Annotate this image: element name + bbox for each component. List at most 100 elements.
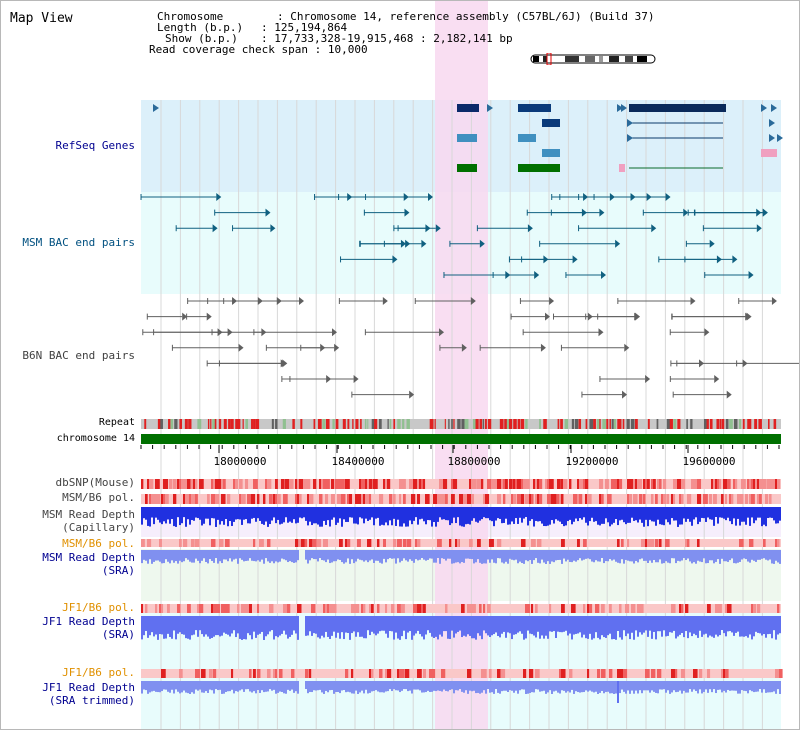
- depth-bar: [227, 507, 229, 527]
- heat-mark: [697, 539, 700, 547]
- repeat-mark: [656, 419, 659, 429]
- bac-pair-arrow: [665, 193, 671, 201]
- depth-bar: [441, 507, 443, 520]
- repeat-mark: [453, 419, 455, 429]
- depth-bar: [675, 507, 677, 521]
- bac-pair-arrow: [227, 328, 233, 337]
- depth-bar: [381, 507, 383, 525]
- depth-bar: [567, 681, 569, 692]
- heat-mark: [531, 539, 536, 547]
- depth-bar: [721, 681, 723, 693]
- depth-bar: [685, 507, 687, 522]
- depth-bar: [323, 507, 325, 521]
- heat-mark: [539, 479, 543, 489]
- heat-mark: [725, 669, 729, 678]
- heat-mark: [215, 479, 218, 489]
- heat-mark: [183, 479, 186, 489]
- depth-bar: [217, 550, 219, 564]
- depth-bar: [165, 616, 167, 639]
- depth-bar: [261, 507, 263, 524]
- depth-bar: [337, 550, 339, 560]
- depth-bar: [617, 616, 619, 631]
- depth-bar: [503, 681, 505, 691]
- depth-bar: [491, 550, 493, 560]
- depth-bar: [411, 550, 413, 561]
- depth-bar: [613, 507, 615, 523]
- depth-bar: [201, 616, 203, 635]
- depth-bar: [523, 507, 525, 519]
- depth-bar: [657, 681, 659, 694]
- chromosome-ideogram[interactable]: [529, 53, 659, 65]
- depth-bar: [339, 507, 341, 519]
- gene-block: [457, 104, 479, 112]
- repeat-mark: [754, 419, 758, 429]
- bac-pair-arrow: [404, 208, 410, 217]
- depth-bar: [343, 616, 345, 640]
- repeat-mark: [342, 419, 346, 429]
- heat-mark: [327, 604, 331, 613]
- depth-bar: [747, 507, 749, 518]
- depth-bar: [623, 681, 625, 692]
- heat-mark: [349, 494, 353, 504]
- depth-bar: [631, 616, 633, 633]
- depth-bar: [761, 507, 763, 527]
- repeat-mark: [749, 419, 752, 429]
- heat-mark: [497, 669, 501, 678]
- depth-bar: [225, 616, 227, 634]
- heat-mark: [273, 494, 277, 504]
- depth-bar: [159, 616, 161, 635]
- depth-bar: [663, 550, 665, 564]
- depth-bar: [249, 681, 251, 692]
- depth-bar: [263, 507, 265, 525]
- depth-bar: [735, 550, 737, 564]
- depth-bar: [423, 507, 425, 522]
- heat-mark: [441, 669, 445, 678]
- heat-mark: [301, 479, 304, 489]
- bac-pair-arrow: [651, 224, 657, 233]
- depth-bar: [347, 550, 349, 559]
- depth-bar: [615, 616, 617, 640]
- depth-bar: [779, 507, 781, 521]
- heat-mark: [589, 494, 592, 504]
- depth-bar: [157, 507, 159, 520]
- depth-bar: [459, 550, 461, 564]
- depth-bar: [339, 616, 341, 639]
- depth-bar: [327, 681, 329, 693]
- depth-bar: [391, 507, 393, 526]
- heat-mark: [577, 479, 581, 489]
- repeat-mark: [479, 419, 483, 429]
- depth-bar: [363, 507, 365, 524]
- depth-bar: [309, 550, 311, 561]
- heat-mark: [535, 479, 539, 489]
- depth-bar: [319, 681, 321, 690]
- heat-mark: [453, 479, 458, 489]
- heat-mark: [473, 479, 477, 489]
- depth-bar: [511, 507, 513, 522]
- repeat-mark: [300, 419, 303, 429]
- depth-bar: [545, 550, 547, 564]
- depth-bar: [595, 550, 597, 561]
- depth-bar: [395, 507, 397, 526]
- depth-bar: [157, 550, 159, 561]
- repeat-mark: [758, 419, 762, 429]
- depth-bar: [217, 616, 219, 636]
- repeat-mark: [393, 419, 396, 429]
- depth-bar: [755, 507, 757, 521]
- depth-bar: [525, 507, 527, 518]
- heat-mark: [479, 604, 482, 613]
- repeat-mark: [686, 419, 688, 429]
- depth-bar: [703, 681, 705, 692]
- depth-bar: [757, 507, 759, 518]
- heat-mark: [339, 479, 342, 489]
- depth-bar: [769, 507, 771, 518]
- bac-pair-arrow: [479, 239, 485, 248]
- heat-mark: [347, 494, 350, 504]
- depth-bar: [163, 507, 165, 522]
- depth-bar: [225, 550, 227, 560]
- depth-bar: [361, 507, 363, 519]
- depth-bar: [665, 681, 667, 693]
- heat-mark: [301, 539, 305, 547]
- depth-bar: [505, 507, 507, 519]
